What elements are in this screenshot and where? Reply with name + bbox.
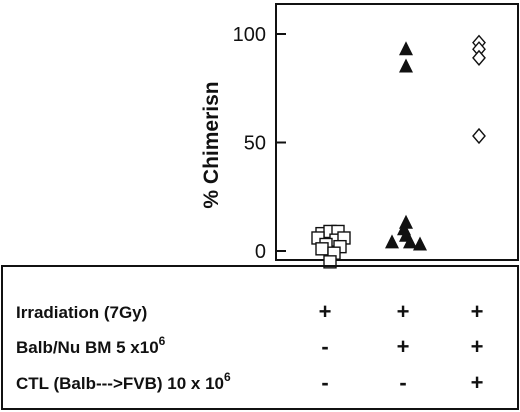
plot-frame [275,3,519,261]
condition-label-3: CTL (Balb--->FVB) 10 x 106 [16,370,231,393]
data-point-group3-4 [472,127,486,145]
condition-label-2: Balb/Nu BM 5 x106 [16,334,166,357]
condition-mark-3-2: - [399,370,406,395]
data-point-group1-11 [323,255,337,269]
data-point-group1-9 [315,242,329,256]
data-point-group2-7 [403,234,417,249]
condition-mark-1-2: + [397,299,410,324]
data-point-group2-8 [413,236,427,251]
condition-mark-1-1: + [319,299,332,324]
condition-mark-2-1: - [321,334,328,359]
y-tick-label-50: 50 [244,133,266,155]
data-point-group3-3 [472,49,486,66]
y-tick-label-100: 100 [233,24,266,46]
condition-mark-2-2: + [397,334,410,359]
condition-label-1: Irradiation (7Gy) [16,303,147,322]
condition-mark-3-3: + [471,370,484,395]
condition-mark-2-3: + [471,334,484,359]
condition-mark-1-3: + [471,299,484,324]
data-point-group2-2 [399,58,413,73]
condition-mark-3-1: - [321,370,328,395]
data-point-group2-1 [399,41,413,56]
y-tick-label-0: 0 [255,241,266,263]
conditions-table-frame [1,265,519,410]
data-point-group2-6 [385,234,399,249]
y-axis-label: % Chimerisn [200,81,223,208]
